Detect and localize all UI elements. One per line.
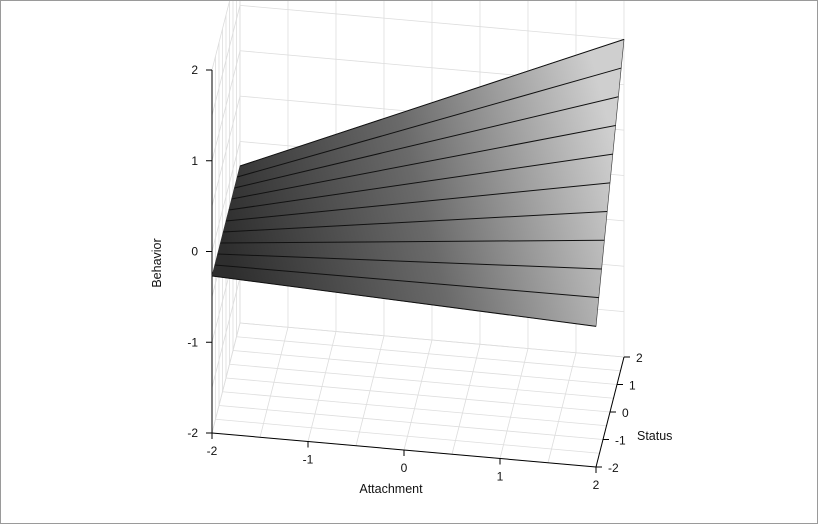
z-tick-label: -2 — [187, 426, 198, 440]
z-tick-label: 2 — [191, 63, 198, 77]
grid-line — [211, 96, 241, 207]
grid-line — [451, 344, 481, 455]
grid-line — [225, 377, 611, 413]
x-tick-label: -2 — [207, 444, 218, 458]
x-tick-label: 0 — [401, 461, 408, 475]
surface-contour-line — [217, 253, 602, 270]
surface-contour-line — [211, 275, 597, 327]
x-tick-label: -1 — [303, 453, 314, 467]
y-tick-label: -1 — [615, 434, 626, 448]
z-tick-label: 1 — [191, 154, 198, 168]
y-tick-label: 1 — [629, 379, 636, 393]
grid-line — [236, 336, 621, 372]
grid-line — [229, 363, 614, 399]
z-axis-title: Behavior — [150, 238, 164, 287]
z-tick-label: -1 — [187, 335, 198, 349]
surface-contour-line — [237, 67, 622, 178]
surface-contour-line — [231, 124, 616, 200]
x-tick-label: 2 — [593, 478, 600, 492]
surface-contour-line — [220, 239, 605, 244]
grid-line — [211, 5, 241, 116]
x-tick-label: 1 — [497, 470, 504, 484]
y-tick-label: 0 — [622, 406, 629, 420]
grid-line — [232, 350, 618, 385]
y-tick-label: 2 — [636, 351, 643, 365]
grid-line — [211, 50, 241, 161]
grid-line — [211, 1, 230, 71]
y-tick-label: -2 — [608, 461, 619, 475]
surface — [211, 38, 625, 327]
surface-contour-line — [223, 211, 608, 233]
surface-contour-line — [214, 264, 599, 299]
y-axis-title: Status — [637, 429, 672, 443]
grid-line — [547, 352, 577, 463]
z-tick-label: 0 — [191, 245, 198, 259]
grid-line — [499, 348, 529, 459]
grid-line — [211, 141, 241, 252]
surface-contour-line — [228, 153, 613, 211]
grid-line — [239, 322, 625, 358]
surface-contour-line — [234, 96, 619, 189]
surface-contour-line — [239, 38, 625, 167]
x-axis-title: Attachment — [359, 482, 423, 496]
surface-contour-line — [225, 182, 611, 222]
grid-line — [239, 4, 625, 40]
